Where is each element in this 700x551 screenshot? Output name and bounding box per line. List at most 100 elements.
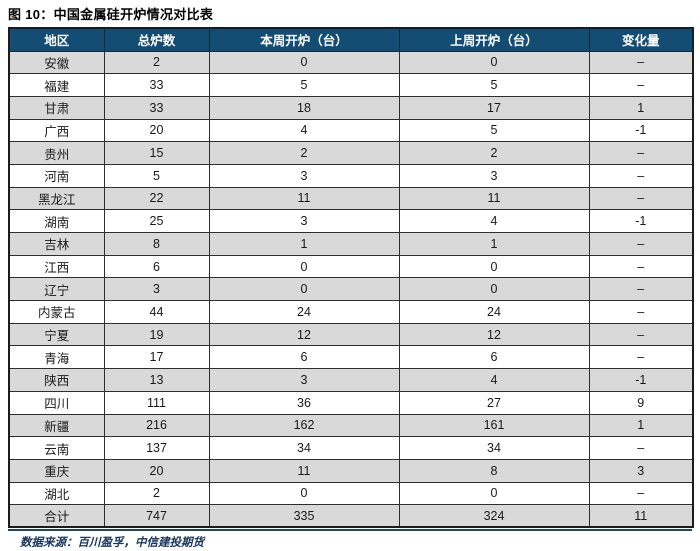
change-cell: 1 — [588, 95, 694, 120]
last-week-cell: 8 — [398, 458, 590, 483]
region-cell: 云南 — [8, 436, 105, 460]
last-week-cell: 324 — [398, 504, 590, 528]
table-row: 湖南 25 3 4 -1 — [8, 209, 694, 233]
change-cell: – — [588, 232, 694, 256]
region-cell: 河南 — [8, 163, 105, 188]
last-week-cell: 24 — [398, 300, 590, 324]
table-row: 河南 5 3 3– — [8, 163, 694, 188]
this-week-cell: 0 — [208, 50, 400, 75]
last-week-cell: 0 — [398, 481, 590, 506]
this-week-cell: 0 — [208, 481, 400, 506]
total-furnaces-cell: 137 — [103, 436, 210, 460]
total-furnaces-cell: 20 — [103, 458, 210, 483]
table-row: 江西 6 0 0– — [8, 254, 694, 279]
region-cell: 广西 — [8, 118, 105, 143]
region-cell: 黑龙江 — [8, 186, 105, 211]
table-row: 内蒙古 44 24 24– — [8, 300, 694, 324]
header-last-week-open: 上周开炉（台） — [398, 27, 590, 52]
change-cell: – — [588, 186, 694, 211]
total-furnaces-cell: 25 — [103, 209, 210, 233]
last-week-cell: 6 — [398, 345, 590, 370]
total-furnaces-cell: 216 — [103, 413, 210, 438]
table-row: 重庆 20 11 8 3 — [8, 458, 694, 483]
table-container: 地区 总炉数 本周开炉（台） 上周开炉（台） 变化量 安徽 2 0 0– 福建 33 5 5–… — [8, 27, 694, 532]
header-total-furnaces: 总炉数 — [103, 27, 210, 52]
this-week-cell: 12 — [208, 322, 400, 347]
last-week-cell: 0 — [398, 254, 590, 279]
table-header: 地区 总炉数 本周开炉（台） 上周开炉（台） 变化量 — [8, 27, 694, 52]
change-cell: – — [588, 73, 694, 97]
last-week-cell: 4 — [398, 209, 590, 233]
this-week-cell: 1 — [208, 232, 400, 256]
region-cell: 合计 — [8, 504, 105, 528]
header-row: 地区 总炉数 本周开炉（台） 上周开炉（台） 变化量 — [8, 27, 694, 52]
region-cell: 福建 — [8, 73, 105, 97]
total-furnaces-cell: 5 — [103, 163, 210, 188]
furnace-comparison-table: 地区 总炉数 本周开炉（台） 上周开炉（台） 变化量 安徽 2 0 0– 福建 33 5 5–… — [8, 27, 694, 529]
last-week-cell: 12 — [398, 322, 590, 347]
change-cell: 11 — [588, 504, 694, 528]
total-furnaces-cell: 44 — [103, 300, 210, 324]
last-week-cell: 11 — [398, 186, 590, 211]
last-week-cell: 3 — [398, 163, 590, 188]
change-cell: – — [588, 300, 694, 324]
this-week-cell: 3 — [208, 368, 400, 392]
total-furnaces-cell: 2 — [103, 50, 210, 75]
this-week-cell: 3 — [208, 163, 400, 188]
region-cell: 甘肃 — [8, 95, 105, 120]
change-cell: -1 — [588, 209, 694, 233]
last-week-cell: 34 — [398, 436, 590, 460]
region-cell: 湖北 — [8, 481, 105, 506]
region-cell: 重庆 — [8, 458, 105, 483]
change-cell: 9 — [588, 390, 694, 415]
last-week-cell: 2 — [398, 141, 590, 165]
this-week-cell: 162 — [208, 413, 400, 438]
change-cell: 1 — [588, 413, 694, 438]
change-cell: – — [588, 163, 694, 188]
total-furnaces-cell: 22 — [103, 186, 210, 211]
last-week-cell: 4 — [398, 368, 590, 392]
last-week-cell: 1 — [398, 232, 590, 256]
total-furnaces-cell: 33 — [103, 95, 210, 120]
this-week-cell: 11 — [208, 458, 400, 483]
table-row: 四川 111 36 27 9 — [8, 390, 694, 415]
total-furnaces-cell: 13 — [103, 368, 210, 392]
total-furnaces-cell: 8 — [103, 232, 210, 256]
this-week-cell: 34 — [208, 436, 400, 460]
table-row: 湖北 2 0 0– — [8, 481, 694, 506]
table-body: 安徽 2 0 0– 福建 33 5 5– 甘肃 33 18 17 1 广西 20 4 5 -1 贵州 15 2 2– 河南 5… — [8, 50, 694, 528]
region-cell: 辽宁 — [8, 277, 105, 302]
change-cell: – — [588, 345, 694, 370]
last-week-cell: 161 — [398, 413, 590, 438]
region-cell: 湖南 — [8, 209, 105, 233]
this-week-cell: 4 — [208, 118, 400, 143]
total-furnaces-cell: 2 — [103, 481, 210, 506]
total-furnaces-cell: 15 — [103, 141, 210, 165]
total-furnaces-cell: 33 — [103, 73, 210, 97]
total-row: 合计 747 335 324 11 — [8, 504, 694, 528]
total-furnaces-cell: 111 — [103, 390, 210, 415]
table-row: 吉林 8 1 1– — [8, 232, 694, 256]
region-cell: 内蒙古 — [8, 300, 105, 324]
this-week-cell: 3 — [208, 209, 400, 233]
this-week-cell: 0 — [208, 254, 400, 279]
figure-title: 图 10：中国金属硅开炉情况对比表 — [8, 7, 214, 22]
change-cell: – — [588, 50, 694, 75]
total-furnaces-cell: 6 — [103, 254, 210, 279]
region-cell: 陕西 — [8, 368, 105, 392]
this-week-cell: 0 — [208, 277, 400, 302]
change-cell: – — [588, 436, 694, 460]
last-week-cell: 0 — [398, 277, 590, 302]
table-bottom-rule — [8, 529, 692, 532]
region-cell: 江西 — [8, 254, 105, 279]
region-cell: 吉林 — [8, 232, 105, 256]
this-week-cell: 6 — [208, 345, 400, 370]
table-row: 安徽 2 0 0– — [8, 50, 694, 75]
total-furnaces-cell: 19 — [103, 322, 210, 347]
this-week-cell: 11 — [208, 186, 400, 211]
region-cell: 宁夏 — [8, 322, 105, 347]
this-week-cell: 2 — [208, 141, 400, 165]
table-row: 贵州 15 2 2– — [8, 141, 694, 165]
change-cell: -1 — [588, 118, 694, 143]
